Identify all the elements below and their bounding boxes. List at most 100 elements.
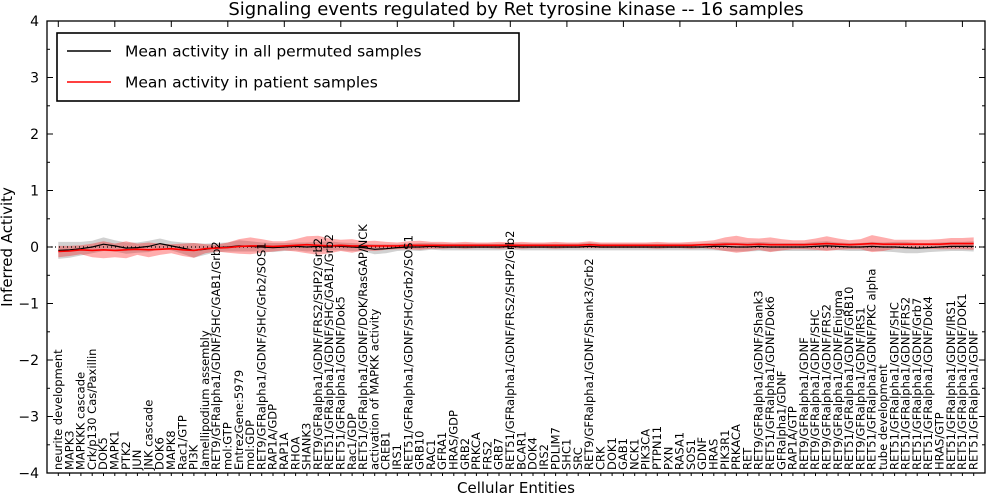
x-tick-label: CRK — [593, 446, 607, 470]
x-tick-label: GFRA1 — [435, 432, 449, 470]
x-tick-label: PI3K — [187, 444, 201, 470]
legend: Mean activity in all permuted samples Me… — [56, 32, 520, 102]
x-tick-label: FRS2 — [480, 441, 494, 470]
x-tick-label: MAPKKK cascade — [74, 372, 88, 470]
x-tick-label: mol:GTP — [220, 422, 234, 470]
x-tick-label: PXN — [661, 447, 675, 470]
x-tick-label: RET9/GFRalpha1/GDNF/FRS2/SHP2/Grb2 — [311, 238, 325, 470]
x-tick-label: GAB1 — [616, 438, 630, 470]
series-lines — [58, 242, 974, 253]
x-tick-label: MAPK1 — [107, 430, 121, 470]
x-tick-label: lamellipodium assembly — [198, 330, 212, 470]
x-tick-label: RAP1A — [277, 432, 291, 470]
y-tick-label: −1 — [18, 296, 39, 312]
x-tick-label: RAP1A/GTP — [786, 406, 800, 470]
y-tick-labels: 4 3 2 1 0 −1 −2 −3 −4 — [18, 14, 39, 482]
x-tick-label: RET51/GFRalpha1/GDNF/DOK1 — [955, 293, 969, 470]
y-tick-label: −3 — [18, 409, 39, 425]
x-axis-label: Cellular Entities — [457, 479, 575, 497]
x-tick-label: MAPK3 — [62, 430, 76, 470]
x-tick-label: Crk/p130 Cas/Paxillin — [85, 349, 99, 470]
x-tick-label: RET51/GFRalpha1/GDNF/DOK/RasGAP/NCK — [356, 224, 370, 470]
x-tick-label: Rac1/GDP — [345, 413, 359, 470]
x-tick-label: PDLIM7 — [548, 427, 562, 470]
x-tick-label: SRC — [571, 447, 585, 470]
x-tick-label: RAP1A/GDP — [266, 404, 280, 470]
x-tick-label: RET51/GFRalpha1/GDNF/Dok4 — [921, 296, 935, 470]
x-tick-label: RHOA — [288, 437, 302, 470]
x-tick-label: JUN — [130, 450, 144, 471]
x-tick-label: RET51/GFRalpha1/GDNF/FRS2 — [899, 297, 913, 470]
x-tick-label: RET51/GFRalpha1/GDNF/SHC/GAB1/Grb2 — [322, 234, 336, 470]
x-tick-label: PIK3CA — [639, 429, 653, 470]
x-tick-label: RAC1 — [424, 439, 438, 470]
x-tick-label: RET51/GFRalpha1/GDNF/Dok5 — [333, 296, 347, 470]
x-tick-label: BCAR1 — [514, 431, 528, 470]
x-tick-label: RET51/GFRalpha1/GDNF/PKC alpha — [865, 269, 879, 470]
x-tick-label: DOK1 — [605, 437, 619, 470]
x-tick-label: Rac1/GTP — [175, 415, 189, 470]
x-tick-label: MAPK8 — [164, 430, 178, 470]
x-tick-label: PTPN11 — [650, 426, 664, 470]
y-axis-label: Inferred Activity — [0, 187, 16, 307]
x-tick-label: RET51/GFRalpha1/GDNF/Grb7 — [910, 298, 924, 470]
x-tick-label: RET51/GFRalpha1/GDNF/Dok6 — [763, 296, 777, 470]
patient-mean-line — [58, 242, 974, 253]
x-tick-label: activation of MAPKK activity — [367, 309, 381, 470]
x-tick-label: HRAS/GTP — [932, 412, 946, 470]
x-tick-label: RET51/GFRalpha1/GDNF/GRB10 — [842, 287, 856, 470]
x-tick-label: PRKACA — [729, 424, 743, 470]
x-tick-label: RET51/GFRalpha1/GDNF — [966, 330, 980, 470]
x-tick-label: mol:GDP — [243, 420, 257, 470]
x-tick-label: RET51/GFRalpha1/GDNF/IRS1 — [944, 300, 958, 470]
x-tick-label: RET51/GFRalpha1/GDNF/SHC/Grb2/SOS1 — [401, 235, 415, 470]
x-tick-label: PTK2 — [119, 441, 133, 470]
x-tick-label: RET51/GFRalpha1/GDNF/SHC — [887, 302, 901, 470]
y-tick-label: 4 — [30, 14, 39, 30]
y-tick-label: 0 — [30, 240, 39, 256]
x-tick-label: DOK4 — [526, 437, 540, 470]
x-tick-label: RET — [740, 447, 754, 470]
x-tick-label: RET9/GFRalpha1/GDNF/SHC — [808, 309, 822, 470]
x-tick-label: GFRalpha1/GDNF — [774, 371, 788, 470]
x-tick-label: RET9/GFRalpha1/GDNF/Enigma — [831, 290, 845, 470]
x-tick-label: JNK cascade — [141, 400, 155, 471]
plot-border — [46, 20, 986, 474]
y-tick-label: 1 — [30, 183, 39, 199]
y-tick-label: −2 — [18, 353, 39, 369]
x-tick-label: DOK5 — [96, 437, 110, 470]
legend-label-patient: Mean activity in patient samples — [125, 73, 378, 91]
x-tick-label: IRS1 — [390, 444, 404, 470]
y-tick-label: −4 — [18, 466, 39, 482]
legend-label-permuted: Mean activity in all permuted samples — [125, 42, 422, 60]
permuted-std-band — [58, 237, 974, 259]
x-tick-label: RET9/GFRalpha1/GDNF/IRS1 — [853, 307, 867, 470]
x-tick-label: RET9/GFRalpha1/GDNF — [797, 337, 811, 470]
y-tick-label: 3 — [30, 70, 39, 86]
x-tick-label: SHC1 — [560, 439, 574, 470]
x-tick-label: tube development — [876, 364, 890, 470]
x-tick-label: PRKCA — [469, 432, 483, 470]
x-tick-label: GDNF — [695, 437, 709, 470]
chart-title: Signaling events regulated by Ret tyrosi… — [228, 0, 803, 20]
x-tick-label: IRS2 — [537, 444, 551, 470]
x-tick-label: HRAS — [706, 439, 720, 470]
x-tick-label: neurite development — [51, 349, 65, 470]
x-tick-label: RASA1 — [673, 432, 687, 470]
x-tick-label: RET9/GFRalpha1/GDNF/SHC/GAB1/Grb2 — [209, 241, 223, 470]
y-tick-label: 2 — [30, 127, 39, 143]
x-tick-label: RET9/GFRalpha1/GDNF/Shank3/Grb2 — [582, 258, 596, 470]
x-tick-label: DOK6 — [153, 437, 167, 470]
x-tick-label: SHANK3 — [300, 423, 314, 470]
x-tick-label: PIK3R1 — [718, 430, 732, 471]
x-tick-label: CREB1 — [379, 432, 393, 471]
x-tick-label: GRB10 — [413, 431, 427, 470]
x-tick-label: RET9/GFRalpha1/GDNF/FRS2 — [819, 304, 833, 470]
x-tick-label: RET51/GFRalpha1/GDNF/FRS2/SHP2/Grb2 — [503, 231, 517, 470]
x-tick-label: RET9/GFRalpha1/GDNF/Shank3 — [752, 290, 766, 470]
x-tick-label: SOS1 — [684, 439, 698, 470]
x-tick-label: GRB2 — [458, 438, 472, 470]
